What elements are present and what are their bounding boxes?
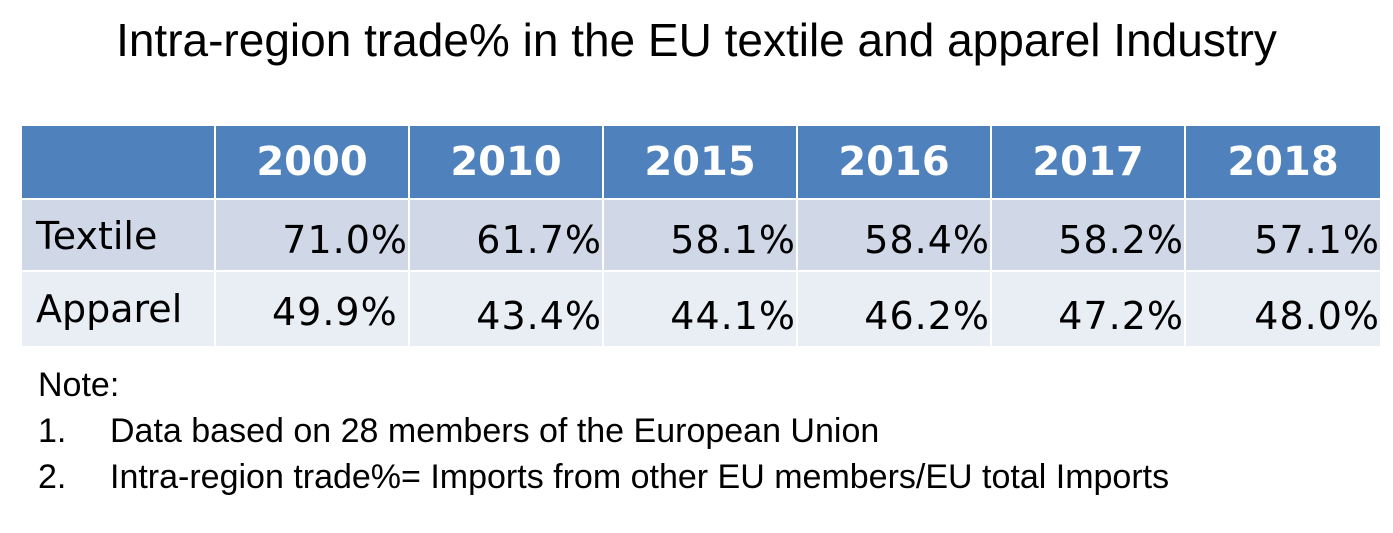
header-year-2010: 2010 (410, 126, 604, 200)
header-year-2000: 2000 (216, 126, 410, 200)
table-row-apparel: Apparel 49.9% 43.4% 44.1% 46.2% 47.2% 48… (22, 272, 1380, 346)
notes-section: Note: 1. Data based on 28 members of the … (38, 362, 1169, 500)
row-label-apparel: Apparel (22, 272, 216, 346)
note-text-2: Intra-region trade%= Imports from other … (110, 458, 1170, 496)
note-number-1: 1. (38, 412, 67, 450)
header-year-2017: 2017 (992, 126, 1186, 200)
cell-textile-2018: 57.1% (1186, 200, 1380, 272)
notes-heading: Note: (38, 366, 120, 404)
note-item-1: 1. Data based on 28 members of the Europe… (38, 408, 1169, 454)
cell-textile-2017: 58.2% (992, 200, 1186, 272)
cell-apparel-2010: 43.4% (410, 272, 604, 346)
cell-textile-2010: 61.7% (410, 200, 604, 272)
cell-textile-2016: 58.4% (798, 200, 992, 272)
cell-apparel-2000: 49.9% (216, 272, 410, 346)
cell-apparel-2016: 46.2% (798, 272, 992, 346)
cell-textile-2015: 58.1% (604, 200, 798, 272)
cell-apparel-2015: 44.1% (604, 272, 798, 346)
note-number-2: 2. (38, 458, 67, 496)
cell-apparel-2017: 47.2% (992, 272, 1186, 346)
cell-textile-2000: 71.0% (216, 200, 410, 272)
note-item-2: 2. Intra-region trade%= Imports from othe… (38, 454, 1169, 500)
note-text-1: Data based on 28 members of the European… (110, 412, 880, 450)
trade-table: 2000 2010 2015 2016 2017 2018 Textile 71… (22, 126, 1380, 346)
header-year-2015: 2015 (604, 126, 798, 200)
table-row-textile: Textile 71.0% 61.7% 58.1% 58.4% 58.2% 57… (22, 200, 1380, 272)
header-corner-cell (22, 126, 216, 200)
header-year-2016: 2016 (798, 126, 992, 200)
row-label-textile: Textile (22, 200, 216, 272)
header-year-2018: 2018 (1186, 126, 1380, 200)
table-header-row: 2000 2010 2015 2016 2017 2018 (22, 126, 1380, 200)
page-title: Intra-region trade% in the EU textile an… (116, 14, 1277, 66)
cell-apparel-2018: 48.0% (1186, 272, 1380, 346)
